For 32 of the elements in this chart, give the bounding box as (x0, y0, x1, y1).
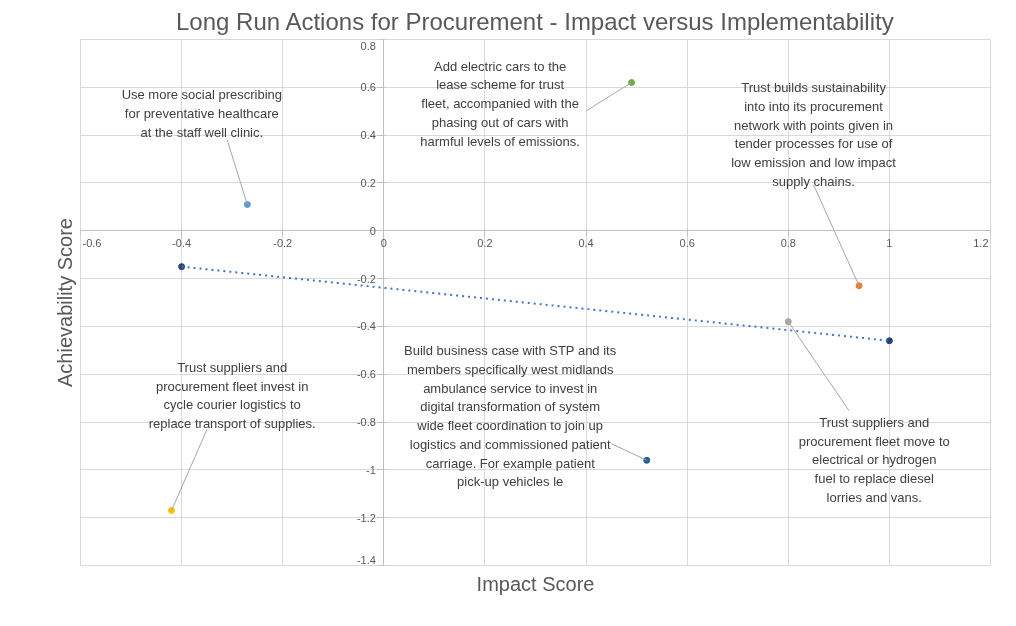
x-tick-label: 0 (380, 236, 387, 249)
y-tick-label: -1.4 (356, 553, 376, 566)
annotation: Trust suppliers and procurement fleet invest in cycle courier logistics to replace transport of supplies. (148, 359, 316, 432)
y-tick-label: -0.2 (356, 272, 376, 285)
y-tick-label: -0.4 (356, 320, 376, 333)
y-tick-label: 0.6 (360, 81, 376, 94)
x-axis-title: Impact Score (476, 572, 595, 595)
y-tick-label: -1.2 (356, 511, 376, 524)
y-axis-title: Achievability Score (53, 218, 76, 387)
x-tick-label: 1.2 (973, 236, 989, 249)
x-tick-label: 0.2 (477, 236, 493, 249)
chart-title: Long Run Actions for Procurement - Impact versus Implementability (176, 7, 894, 35)
point (784, 318, 792, 326)
y-tick-label: 0.4 (360, 129, 376, 142)
x-tick-label: -0.4 (172, 236, 192, 249)
y-tick-label: -0.8 (356, 416, 376, 429)
x-tick-label: 0.6 (679, 236, 695, 249)
y-tick-label: 0.2 (360, 176, 376, 189)
x-tick-label: -0.2 (273, 236, 293, 249)
annotation: Use more social prescribing for preventative healthcare at the staff well clinic. (121, 87, 283, 140)
x-tick-label: 0.4 (578, 236, 594, 249)
x-tick-label: 0.8 (780, 236, 796, 249)
y-tick-label: 0.8 (360, 39, 376, 52)
annotation: Build business case with STP and its members specifically west midlands ambulance service to invest in digital transformation of system wide fleet coordination to join up logistics and commissioned patient carriage. For example patient pick-up vehicles le (404, 343, 617, 490)
y-tick-label: -1 (366, 463, 376, 476)
y-tick-label: 0 (369, 224, 376, 237)
x-tick-label: -0.6 (82, 236, 102, 249)
annotation: Trust suppliers and procurement fleet move to electrical or hydrogen fuel to replace diesel lorries and vans. (798, 414, 950, 505)
annotation: Add electric cars to the lease scheme for trust fleet, accompanied with the phasing out of cars with harmful levels of emissions. (420, 58, 580, 149)
y-tick-label: -0.6 (356, 368, 376, 381)
annotation: Trust builds sustainability into into its procurement network with points given in tender processes for use of low emission and low impact supply chains. (731, 80, 897, 189)
x-tick-label: 1 (886, 236, 893, 249)
